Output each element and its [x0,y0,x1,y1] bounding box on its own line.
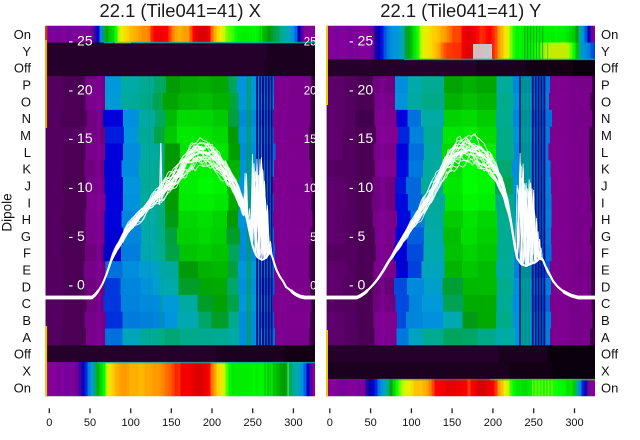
svg-text:P: P [22,78,31,93]
svg-text:Off: Off [14,347,31,362]
svg-text:B: B [22,313,31,328]
svg-text:250: 250 [525,417,543,429]
svg-text:- 15: - 15 [349,130,373,146]
svg-text:100: 100 [122,417,140,429]
svg-text:0: 0 [327,417,333,429]
svg-text:J: J [25,179,32,194]
svg-text:50: 50 [364,417,376,429]
svg-text:O: O [601,94,611,109]
svg-text:E: E [22,263,31,278]
svg-text:N: N [22,111,31,126]
svg-text:M: M [601,128,612,143]
svg-text:- 0: - 0 [69,277,86,293]
svg-text:150: 150 [443,417,461,429]
svg-text:F: F [23,246,31,261]
svg-text:250: 250 [244,417,262,429]
svg-text:A: A [22,330,31,345]
svg-text:H: H [601,212,610,227]
svg-text:M: M [20,128,31,143]
svg-text:- 10: - 10 [69,179,93,195]
svg-text:X: X [601,364,610,379]
svg-text:On: On [601,27,618,42]
svg-text:50: 50 [84,417,96,429]
svg-text:0: 0 [46,417,52,429]
svg-text:200: 200 [203,417,221,429]
svg-text:Y: Y [601,44,610,59]
svg-text:10: 10 [304,183,317,195]
svg-text:N: N [601,111,610,126]
svg-text:On: On [601,380,618,395]
svg-text:Off: Off [601,347,618,362]
svg-text:O: O [21,94,31,109]
svg-text:300: 300 [284,417,302,429]
svg-text:J: J [601,179,608,194]
svg-text:150: 150 [162,417,180,429]
svg-text:B: B [601,313,610,328]
svg-text:K: K [601,162,610,177]
svg-text:Dipole: Dipole [0,193,15,231]
svg-text:C: C [601,296,610,311]
svg-text:H: H [22,212,31,227]
svg-text:- 15: - 15 [69,130,93,146]
svg-text:- 5: - 5 [349,228,366,244]
svg-text:20: 20 [304,85,317,97]
svg-text:Off: Off [14,61,31,76]
svg-text:L: L [24,145,31,160]
svg-text:22.1 (Tile041=41) Y: 22.1 (Tile041=41) Y [380,0,541,21]
svg-text:D: D [22,279,31,294]
svg-text:P: P [601,78,610,93]
svg-text:- 20: - 20 [69,81,93,97]
svg-text:G: G [21,229,31,244]
svg-text:A: A [601,330,610,345]
svg-text:- 25: - 25 [69,33,93,49]
svg-text:C: C [22,296,31,311]
svg-text:- 25: - 25 [349,33,373,49]
svg-text:D: D [601,279,610,294]
svg-text:On: On [14,27,31,42]
svg-text:X: X [22,364,31,379]
svg-text:300: 300 [565,417,583,429]
svg-text:On: On [14,380,31,395]
svg-text:F: F [601,246,609,261]
svg-text:200: 200 [484,417,502,429]
svg-text:5: 5 [310,232,316,244]
svg-text:22.1 (Tile041=41) X: 22.1 (Tile041=41) X [100,0,261,21]
svg-text:- 5: - 5 [69,228,86,244]
svg-text:- 20: - 20 [349,81,373,97]
svg-text:0: 0 [310,281,316,293]
svg-text:L: L [601,145,608,160]
svg-text:E: E [601,263,610,278]
svg-text:Off: Off [601,61,618,76]
svg-text:Y: Y [22,44,31,59]
svg-text:15: 15 [304,134,317,146]
svg-text:G: G [601,229,611,244]
svg-text:25: 25 [304,37,317,49]
svg-text:I: I [27,195,31,210]
svg-text:100: 100 [402,417,420,429]
svg-text:- 10: - 10 [349,179,373,195]
svg-text:- 0: - 0 [349,277,366,293]
svg-text:K: K [22,162,31,177]
svg-text:I: I [601,195,605,210]
